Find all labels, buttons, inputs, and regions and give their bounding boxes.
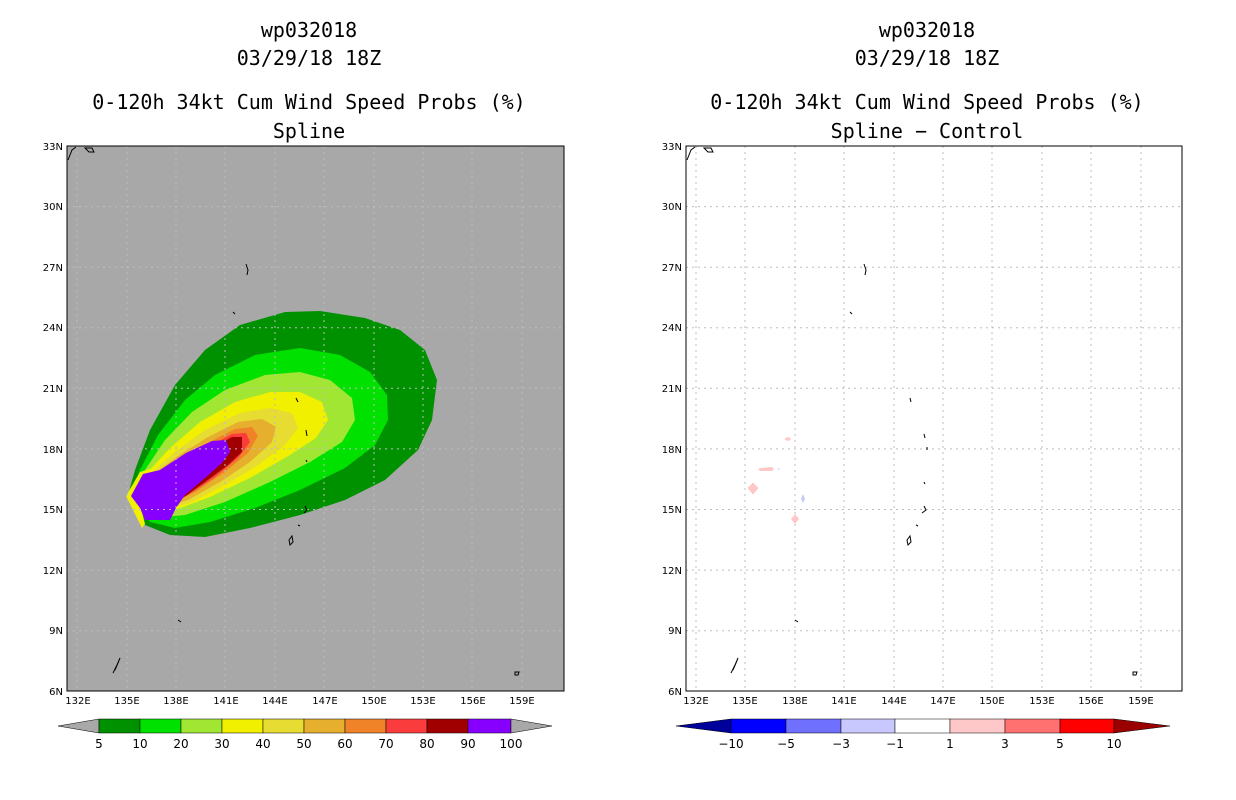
lat-labels: 33N 30N 27N 24N 21N 18N 15N 12N 9N 6N [662, 142, 682, 698]
svg-text:132E: 132E [65, 696, 90, 707]
svg-text:−3: −3 [832, 737, 850, 751]
svg-text:144E: 144E [881, 696, 906, 707]
probability-colorbar [57, 718, 553, 734]
svg-text:153E: 153E [1029, 696, 1054, 707]
product-title: 0-120h 34kt Cum Wind Speed Probs (%) [92, 90, 526, 114]
svg-text:153E: 153E [410, 696, 435, 707]
diff-blob [785, 437, 791, 441]
svg-text:159E: 159E [509, 696, 534, 707]
islands [67, 146, 520, 676]
svg-text:18N: 18N [43, 445, 63, 456]
svg-text:80: 80 [419, 737, 434, 751]
time-title: 03/29/18 18Z [236, 46, 382, 70]
diff-blob [801, 494, 805, 503]
svg-text:60: 60 [337, 737, 352, 751]
svg-text:15N: 15N [662, 505, 682, 516]
grid-lines [67, 146, 564, 691]
svg-text:141E: 141E [213, 696, 238, 707]
grid-lines [686, 146, 1182, 691]
diff-blob [747, 482, 759, 495]
lon-labels: 132E 135E 138E 141E 144E 147E 150E 153E … [65, 696, 534, 707]
svg-text:150E: 150E [361, 696, 386, 707]
storm-id-title: wp032018 [260, 18, 358, 42]
map-frame [685, 145, 1183, 692]
svg-text:156E: 156E [460, 696, 485, 707]
diff-blob [791, 514, 799, 524]
svg-text:10: 10 [1106, 737, 1121, 751]
svg-text:6N: 6N [668, 687, 682, 698]
left-panel: wp032018 03/29/18 18Z 0-120h 34kt Cum Wi… [43, 18, 565, 751]
svg-text:1: 1 [946, 737, 954, 751]
lat-labels: 33N 30N 27N 24N 21N 18N 15N 12N 9N 6N [43, 142, 63, 698]
svg-text:135E: 135E [114, 696, 139, 707]
right-panel: wp032018 03/29/18 18Z 0-120h 34kt Cum Wi… [618, 0, 1236, 800]
svg-text:−5: −5 [777, 737, 795, 751]
svg-text:141E: 141E [831, 696, 856, 707]
svg-text:6N: 6N [49, 687, 63, 698]
svg-text:40: 40 [255, 737, 270, 751]
colorbar-labels: 5 10 20 30 40 50 60 70 80 90 100 [95, 737, 522, 751]
svg-text:18N: 18N [662, 445, 682, 456]
svg-text:135E: 135E [732, 696, 757, 707]
svg-text:9N: 9N [49, 626, 63, 637]
svg-text:20: 20 [173, 737, 188, 751]
svg-text:10: 10 [132, 737, 147, 751]
lon-labels: 132E 135E 138E 141E 144E 147E 150E 153E … [683, 696, 1153, 707]
diff-blob [758, 467, 774, 471]
svg-text:27N: 27N [662, 263, 682, 274]
svg-text:−10: −10 [718, 737, 743, 751]
svg-text:30: 30 [214, 737, 229, 751]
svg-text:30N: 30N [662, 202, 682, 213]
svg-text:−1: −1 [886, 737, 904, 751]
svg-text:70: 70 [378, 737, 393, 751]
colorbar-labels: −10 −5 −3 −1 1 3 5 10 [718, 737, 1121, 751]
svg-text:159E: 159E [1128, 696, 1153, 707]
svg-text:147E: 147E [930, 696, 955, 707]
svg-text:5: 5 [95, 737, 103, 751]
storm-id-title: wp032018 [878, 18, 976, 42]
svg-text:21N: 21N [662, 384, 682, 395]
contour-yellow-edge [126, 468, 153, 528]
left-map: 33N 30N 27N 24N 21N 18N 15N 12N 9N 6N 13… [43, 142, 565, 751]
subtitle: Spline [272, 119, 346, 143]
svg-text:12N: 12N [43, 566, 63, 577]
map-background [686, 146, 1182, 691]
svg-text:30N: 30N [43, 202, 63, 213]
svg-text:100: 100 [500, 737, 523, 751]
svg-text:156E: 156E [1078, 696, 1103, 707]
svg-text:150E: 150E [979, 696, 1004, 707]
svg-text:138E: 138E [163, 696, 188, 707]
svg-text:33N: 33N [43, 142, 63, 153]
svg-text:24N: 24N [662, 323, 682, 334]
right-map: 33N 30N 27N 24N 21N 18N 15N 12N 9N 6N 13… [662, 142, 1183, 751]
svg-text:24N: 24N [43, 323, 63, 334]
contour-90-100 [131, 440, 230, 520]
svg-text:27N: 27N [43, 263, 63, 274]
svg-text:144E: 144E [262, 696, 287, 707]
islands [686, 146, 1138, 676]
svg-text:9N: 9N [668, 626, 682, 637]
subtitle: Spline − Control [830, 119, 1024, 143]
svg-text:147E: 147E [312, 696, 337, 707]
svg-text:5: 5 [1056, 737, 1064, 751]
svg-text:138E: 138E [782, 696, 807, 707]
svg-text:132E: 132E [683, 696, 708, 707]
svg-text:15N: 15N [43, 505, 63, 516]
svg-text:21N: 21N [43, 384, 63, 395]
difference-colorbar [675, 718, 1171, 734]
diff-blob [778, 468, 780, 470]
svg-text:90: 90 [460, 737, 475, 751]
map-frame [66, 145, 565, 692]
difference-blobs [747, 437, 805, 524]
svg-text:12N: 12N [662, 566, 682, 577]
svg-text:50: 50 [296, 737, 311, 751]
svg-text:3: 3 [1001, 737, 1009, 751]
time-title: 03/29/18 18Z [854, 46, 1000, 70]
product-title: 0-120h 34kt Cum Wind Speed Probs (%) [710, 90, 1144, 114]
svg-text:33N: 33N [662, 142, 682, 153]
